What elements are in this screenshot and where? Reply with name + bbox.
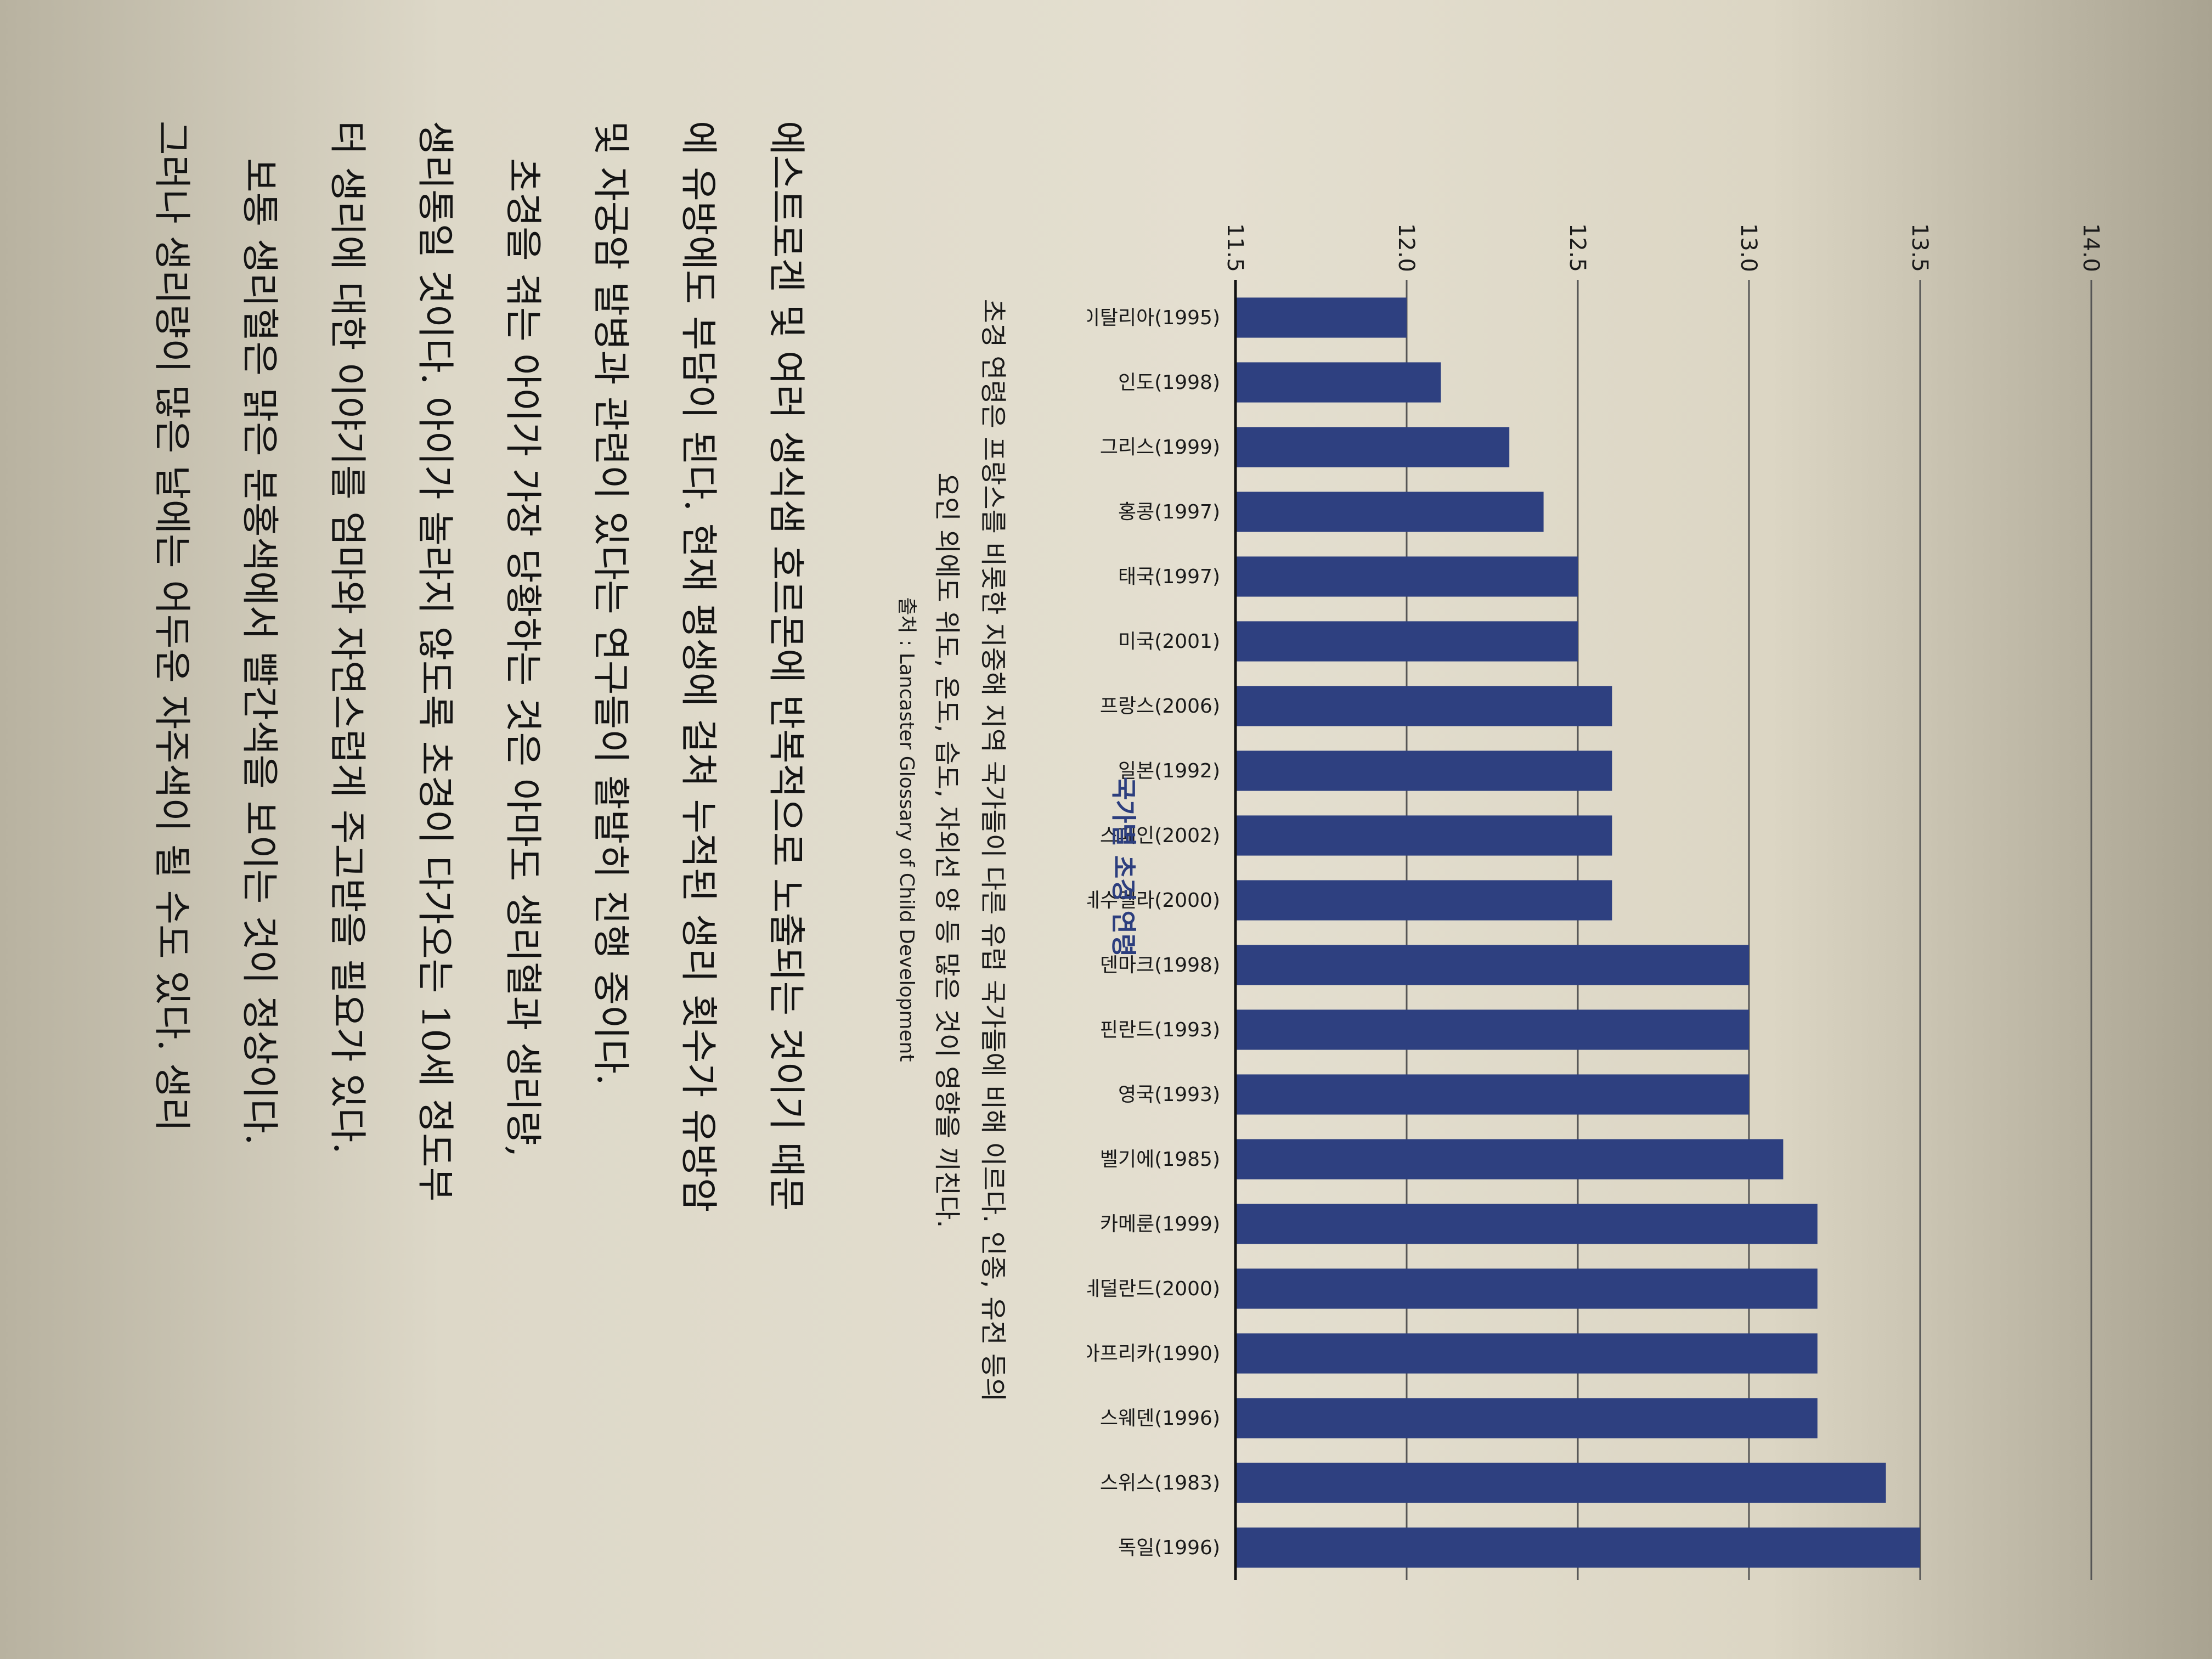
body-line-2: 에 유방에도 부담이 된다. 현재 평생에 걸쳐 누적된 생리 횟수가 유방암 [676, 121, 720, 1212]
bar [1235, 1398, 1818, 1438]
category-label: 스웨덴(1996) [1100, 1407, 1220, 1430]
category-label: 스페인(2002) [1100, 825, 1220, 847]
bar [1235, 880, 1612, 921]
bar [1235, 1009, 1749, 1050]
bar [1235, 621, 1578, 662]
body-line-8: 그러나 생리량이 많은 날에는 어두운 자주색이 될 수도 있다. 생리 [150, 121, 193, 1132]
bar [1235, 945, 1749, 985]
figure-source: 출처 : Lancaster Glossary of Child Develop… [895, 597, 918, 1062]
category-label: 남아프리카(1990) [1087, 1342, 1220, 1365]
category-label: 태국(1997) [1118, 566, 1220, 588]
category-label: 핀란드(1993) [1100, 1019, 1220, 1041]
body-text: 에스트로겐 및 여러 생식샘 호르몬에 반복적으로 노출되는 것이기 때문 에 … [127, 121, 830, 1591]
bar [1235, 556, 1578, 597]
body-line-5: 생리통일 것이다. 아이가 놀라지 않도록 초경이 다가오는 10세 정도부 [413, 121, 456, 1202]
chart-title: 국가별 초경 연령 [1109, 777, 1138, 957]
category-label: 그리스(1999) [1100, 436, 1220, 459]
bar [1235, 297, 1407, 338]
body-line-4: 초경을 겪는 아이가 가장 당황하는 것은 아마도 생리혈과 생리량, [501, 158, 544, 1158]
bar [1235, 427, 1510, 467]
bar [1235, 1139, 1784, 1180]
bar [1235, 1463, 1886, 1503]
caption-line-1: 초경 연령은 프랑스를 비롯한 지중해 지역 국가들이 다른 유럽 국가들에 비… [978, 298, 1008, 1402]
body-line-6: 터 생리에 대한 이야기를 엄마와 자연스럽게 주고받을 필요가 있다. [325, 121, 369, 1154]
category-label: 일본(1992) [1118, 760, 1220, 782]
figure-caption: 초경 연령은 프랑스를 비롯한 지중해 지역 국가들이 다른 유럽 국가들에 비… [924, 176, 1016, 1525]
category-label: 베네수엘라(2000) [1087, 889, 1220, 912]
bar [1235, 1074, 1749, 1115]
category-label: 인도(1998) [1118, 371, 1220, 394]
category-label: 네덜란드(2000) [1087, 1278, 1220, 1300]
chart-tick-labels: 11.5 12.0 12.5 13.0 13.5 14.0 [1222, 223, 2103, 272]
category-label: 미국(2001) [1118, 630, 1220, 653]
bar [1235, 686, 1612, 726]
caption-line-2: 요인 외에도 위도, 온도, 습도, 자외선 양 등 많은 것이 영향을 끼친다… [932, 472, 962, 1228]
body-line-3: 및 자궁암 발병과 관련이 있다는 연구들이 활발히 진행 중이다. [589, 121, 632, 1086]
chart-gridlines [1406, 280, 2092, 1580]
chart-bars [1235, 297, 1920, 1568]
body-line-1: 에스트로겐 및 여러 생식샘 호르몬에 반복적으로 노출되는 것이기 때문 [764, 121, 808, 1211]
y-tick-label: 12.0 [1393, 223, 1419, 272]
bar [1235, 751, 1612, 791]
bar [1235, 1204, 1818, 1244]
y-tick-label: 13.5 [1907, 223, 1932, 272]
bar [1235, 362, 1441, 403]
category-label: 덴마크(1998) [1100, 954, 1220, 977]
category-label: 이탈리아(1995) [1087, 307, 1220, 329]
chart-category-labels: 이탈리아(1995) 인도(1998) 그리스(1999) 홍콩(1997) 태국(19… [1087, 307, 1220, 1559]
y-tick-label: 11.5 [1222, 223, 1248, 272]
bar [1235, 1268, 1818, 1309]
category-label: 영국(1993) [1118, 1084, 1220, 1106]
age-at-menarche-bar-chart: 이탈리아(1995) 인도(1998) 그리스(1999) 홍콩(1997) 태국(19… [1087, 223, 2103, 1580]
y-tick-label: 14.0 [2078, 223, 2103, 272]
y-tick-label: 13.0 [1736, 223, 1761, 272]
category-label: 프랑스(2006) [1100, 695, 1220, 718]
category-label: 스위스(1983) [1100, 1472, 1220, 1494]
category-label: 벨기에(1985) [1100, 1148, 1220, 1171]
category-label: 독일(1996) [1118, 1537, 1220, 1559]
bar [1235, 1527, 1920, 1568]
category-label: 카메룬(1999) [1100, 1213, 1220, 1235]
bar [1235, 492, 1544, 532]
bar [1235, 1333, 1818, 1374]
bar [1235, 815, 1612, 856]
category-label: 홍콩(1997) [1118, 501, 1220, 523]
body-line-7: 보통 생리혈은 맑은 분홍색에서 빨간색을 보이는 것이 정상이다. [238, 158, 281, 1146]
y-tick-label: 12.5 [1565, 223, 1590, 272]
